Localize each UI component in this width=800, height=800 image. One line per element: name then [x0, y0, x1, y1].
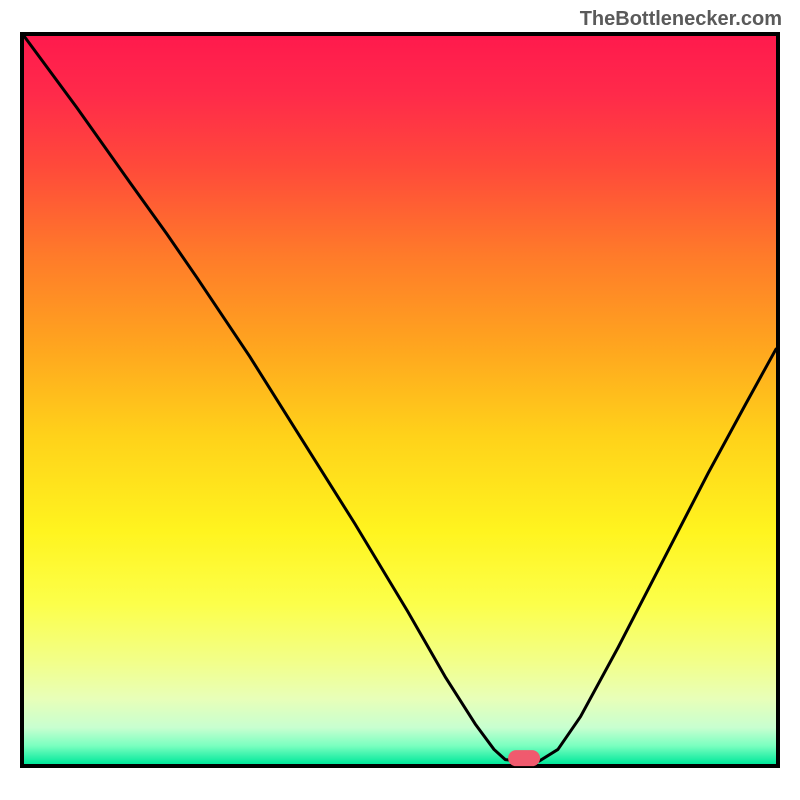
watermark-text: TheBottlenecker.com [580, 8, 782, 31]
plot-area [20, 32, 780, 768]
bottleneck-chart: TheBottlenecker.com [0, 0, 800, 800]
